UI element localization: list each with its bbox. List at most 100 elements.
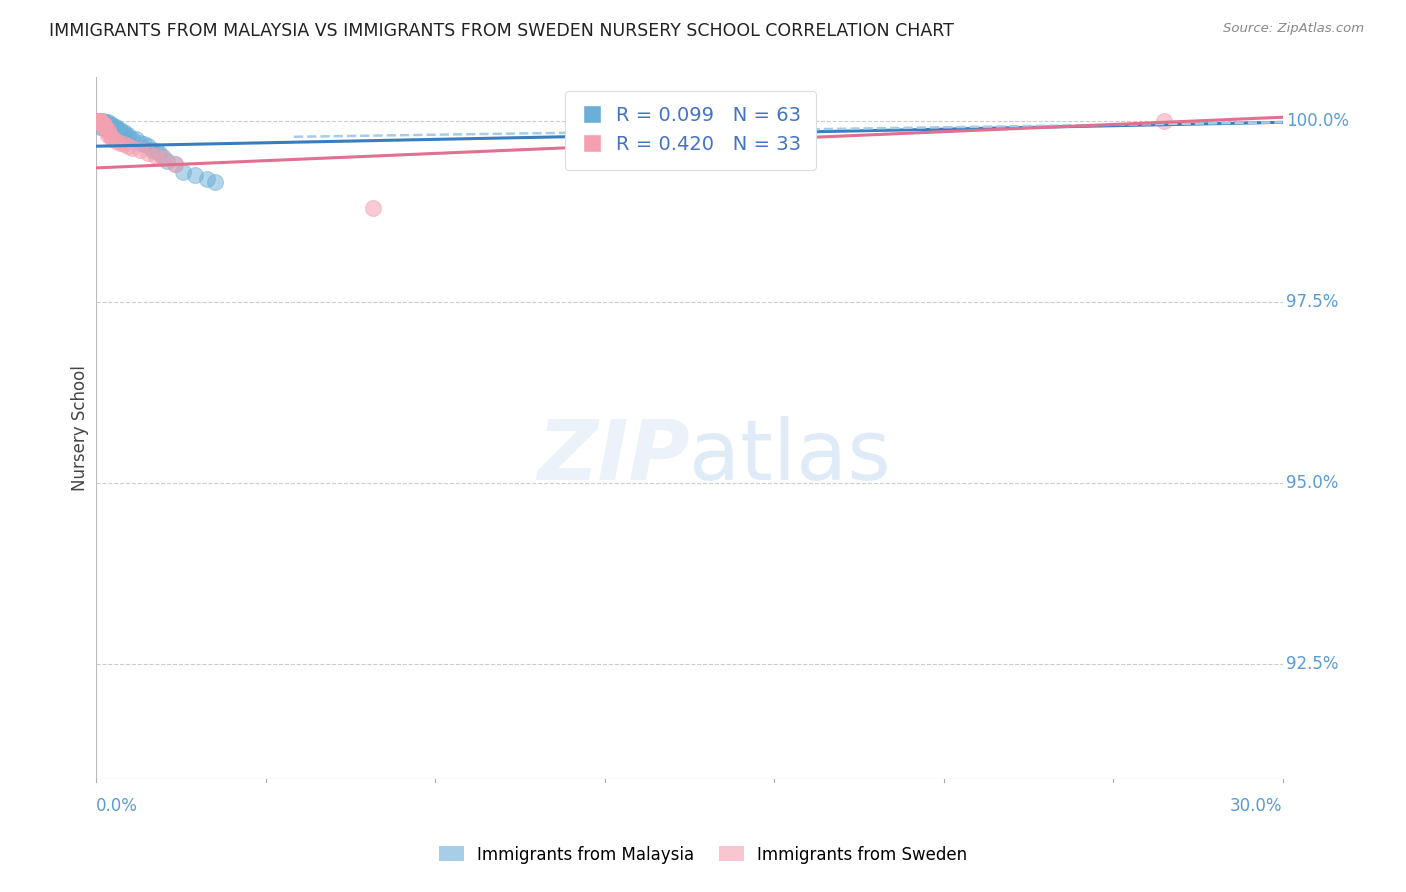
Point — [89, 113, 111, 128]
Point — [89, 113, 111, 128]
Point — [195, 171, 218, 186]
Text: 30.0%: 30.0% — [1230, 797, 1282, 815]
Text: 95.0%: 95.0% — [1286, 474, 1339, 491]
Point — [152, 150, 174, 164]
Point — [89, 113, 111, 128]
Point — [89, 113, 111, 128]
Point — [112, 128, 135, 143]
Point — [97, 121, 120, 136]
Point — [97, 115, 120, 129]
Text: Source: ZipAtlas.com: Source: ZipAtlas.com — [1223, 22, 1364, 36]
Point — [104, 120, 127, 134]
Point — [87, 113, 110, 128]
Point — [93, 117, 115, 131]
Point — [93, 120, 115, 134]
Point — [117, 139, 139, 153]
Point — [121, 141, 143, 155]
Point — [97, 120, 120, 134]
Point — [152, 152, 174, 166]
Legend: R = 0.099   N = 63, R = 0.420   N = 33: R = 0.099 N = 63, R = 0.420 N = 33 — [565, 91, 815, 169]
Point — [89, 117, 111, 131]
Point — [184, 168, 207, 182]
Point — [101, 118, 124, 132]
Point — [97, 128, 120, 143]
Point — [93, 119, 115, 133]
Point — [89, 113, 111, 128]
Point — [121, 132, 143, 146]
Point — [145, 148, 167, 162]
Point — [112, 136, 135, 151]
Text: 0.0%: 0.0% — [96, 797, 138, 815]
Point — [97, 118, 120, 132]
Point — [101, 129, 124, 144]
Point — [94, 115, 117, 129]
Y-axis label: Nursery School: Nursery School — [72, 366, 89, 491]
Point — [89, 113, 111, 128]
Point — [145, 145, 167, 159]
Point — [125, 132, 148, 146]
Point — [128, 143, 150, 157]
Point — [97, 121, 120, 136]
Point — [97, 122, 120, 136]
Point — [93, 121, 115, 136]
Point — [172, 164, 194, 178]
Point — [89, 113, 111, 128]
Point — [89, 113, 111, 128]
Text: IMMIGRANTS FROM MALAYSIA VS IMMIGRANTS FROM SWEDEN NURSERY SCHOOL CORRELATION CH: IMMIGRANTS FROM MALAYSIA VS IMMIGRANTS F… — [49, 22, 955, 40]
Point — [97, 117, 120, 131]
Legend: Immigrants from Malaysia, Immigrants from Sweden: Immigrants from Malaysia, Immigrants fro… — [432, 839, 974, 871]
Point — [89, 113, 111, 128]
Point — [93, 120, 115, 134]
Point — [97, 125, 120, 139]
Point — [93, 118, 115, 132]
Text: ZIP: ZIP — [537, 416, 689, 497]
Point — [148, 146, 170, 161]
Point — [93, 118, 115, 132]
Point — [89, 113, 111, 128]
Point — [103, 121, 125, 136]
Text: 100.0%: 100.0% — [1286, 112, 1350, 130]
Point — [101, 120, 124, 134]
Point — [104, 121, 127, 136]
Point — [136, 139, 159, 153]
Point — [108, 127, 131, 141]
Point — [89, 115, 111, 129]
Point — [93, 121, 115, 136]
Point — [104, 122, 127, 136]
Text: atlas: atlas — [689, 416, 891, 497]
Point — [101, 132, 124, 146]
Point — [89, 113, 111, 128]
Point — [104, 134, 127, 148]
Point — [112, 127, 135, 141]
Point — [128, 136, 150, 150]
Point — [141, 143, 163, 157]
Point — [156, 153, 179, 168]
Point — [93, 115, 115, 129]
Point — [98, 118, 121, 132]
Point — [91, 113, 114, 128]
Point — [117, 128, 139, 143]
Text: 92.5%: 92.5% — [1286, 655, 1339, 673]
Point — [89, 113, 111, 128]
Point — [132, 136, 155, 151]
Point — [204, 175, 226, 189]
Point — [165, 157, 187, 171]
Point — [136, 146, 159, 161]
Point — [90, 113, 112, 128]
Point — [91, 118, 114, 132]
Point — [89, 118, 111, 132]
Point — [87, 113, 110, 128]
Point — [112, 125, 135, 139]
Point — [1153, 113, 1175, 128]
Point — [361, 201, 384, 215]
Point — [101, 122, 124, 136]
Point — [89, 113, 111, 128]
Text: 97.5%: 97.5% — [1286, 293, 1339, 310]
Point — [91, 117, 114, 131]
Point — [89, 113, 111, 128]
Point — [108, 136, 131, 150]
Point — [90, 115, 112, 129]
Point — [91, 115, 114, 129]
Point — [108, 122, 131, 136]
Point — [89, 113, 111, 128]
